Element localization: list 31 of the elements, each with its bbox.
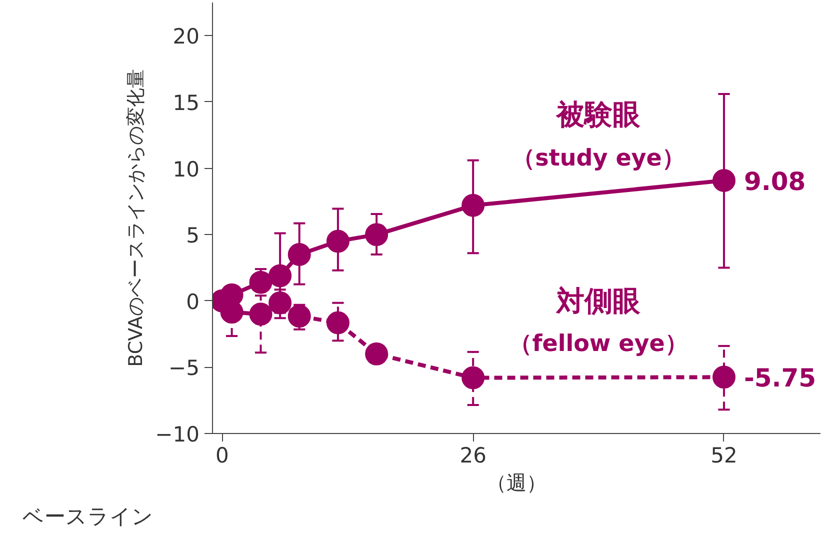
y-tick-label: 0	[186, 290, 200, 314]
y-tick-label: 5	[186, 224, 200, 248]
x-tick-label: 0	[215, 444, 229, 468]
point	[249, 270, 272, 294]
point	[288, 304, 311, 328]
point	[462, 366, 485, 390]
point	[268, 291, 292, 314]
point	[365, 223, 388, 246]
x-tick-label: 52	[710, 444, 738, 468]
y-axis-title: BCVAのベースラインからの変化量	[125, 69, 148, 367]
point	[712, 168, 736, 192]
point	[268, 264, 292, 288]
point	[249, 302, 272, 326]
text: ベースライン	[22, 504, 154, 528]
y-tick-label: 10	[172, 157, 200, 182]
y-tick-label: 20	[172, 24, 200, 49]
series-label: 被験眼（study eye）	[512, 98, 685, 172]
point	[712, 366, 736, 389]
y-tick-label: −10	[155, 422, 200, 446]
series-label: 対側眼（fellow eye）	[509, 284, 688, 358]
point	[462, 194, 485, 217]
x-tick-label: 26	[460, 444, 486, 468]
point	[326, 230, 350, 253]
data-label: 9.08	[744, 166, 806, 196]
y-tick-label: 15	[172, 90, 200, 115]
point	[288, 242, 311, 266]
point	[365, 342, 388, 366]
y-tick-label: −5	[168, 356, 200, 380]
point	[326, 311, 350, 334]
data-label: -5.75	[744, 364, 816, 393]
x-axis-title: （週）	[486, 470, 546, 494]
